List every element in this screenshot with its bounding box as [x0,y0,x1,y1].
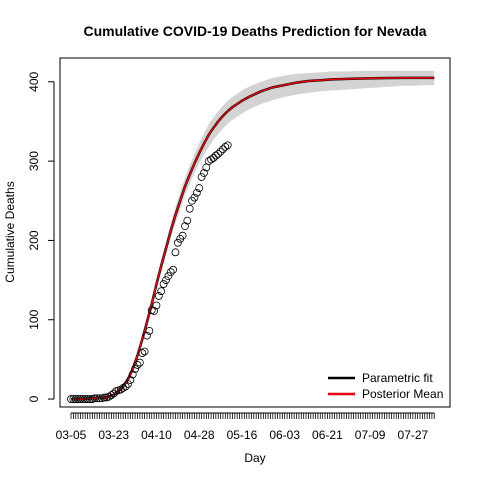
observed-point [164,272,173,281]
observed-point [107,391,116,400]
observed-point [157,287,166,296]
observed-point [181,222,189,231]
observed-point [171,248,180,257]
credible-band [71,70,435,400]
x-tick-label: 07-27 [398,428,429,442]
x-tick-label: 05-16 [227,428,258,442]
observed-point [159,280,168,288]
y-axis: 0 100 200 300 400 [27,71,55,402]
observed-point [150,307,159,315]
observed-point [192,188,201,197]
observed-point [128,370,137,379]
observed-point [166,268,175,277]
y-axis-label: Cumulative Deaths [3,181,17,282]
credible-band-layer [71,70,435,400]
observed-point [214,150,223,158]
observed-point [169,265,177,274]
observed-point [221,142,230,151]
x-tick-label: 07-09 [355,428,386,442]
series-line-posterior-mean [71,77,435,400]
x-tick-label: 03-23 [98,428,129,442]
x-axis: 03-05 03-23 04-10 04-28 05-16 06-03 06-21 07-09… [56,412,435,442]
y-tick-label: 300 [27,151,41,171]
x-tick-label: 03-05 [56,428,87,442]
observed-point [200,169,208,177]
y-tick-label: 400 [27,71,41,91]
curve-layer [71,76,435,401]
observed-point [154,292,163,300]
observed-point [119,384,128,392]
x-tick-label: 04-10 [141,428,172,442]
observed-point [202,163,211,172]
chart-title: Cumulative COVID-19 Deaths Prediction fo… [83,23,426,39]
observed-point [216,147,225,156]
observed-point [183,216,192,225]
observed-point [100,393,109,402]
observed-point [209,154,218,162]
observed-point [135,358,144,367]
observed-point [121,382,130,391]
observed-point [152,301,161,310]
observed-point [133,361,142,369]
x-axis-label: Day [244,451,265,465]
observed-point [190,193,199,202]
x-tick-label: 06-03 [269,428,300,442]
observed-point [207,155,215,164]
observed-point [138,349,147,357]
observed-point [223,141,232,150]
observed-point [204,157,213,166]
observed-point [124,380,132,388]
observed-point [162,276,170,284]
observed-point [143,331,151,340]
observed-point [126,376,135,384]
series-line-parametric-fit [71,76,435,401]
observed-point [219,145,227,154]
observed-points-layer [67,141,232,403]
y-tick-label: 200 [27,230,41,250]
observed-point [140,347,149,356]
y-tick-label: 100 [27,309,41,329]
chart-legend: Parametric fit Posterior Mean [328,371,443,401]
plot-frame [59,57,451,408]
observed-point [145,326,154,335]
observed-point [195,184,204,192]
y-tick-label: 0 [27,395,41,402]
legend-label-posterior-mean: Posterior Mean [362,387,443,401]
x-tick-label: 06-21 [312,428,343,442]
observed-point [178,231,187,240]
observed-point [131,365,140,373]
observed-point [197,173,206,181]
observed-point [185,204,194,213]
x-tick-label: 04-28 [184,428,215,442]
observed-point [211,151,220,160]
legend-label-parametric-fit: Parametric fit [362,371,433,385]
observed-point [173,238,182,247]
